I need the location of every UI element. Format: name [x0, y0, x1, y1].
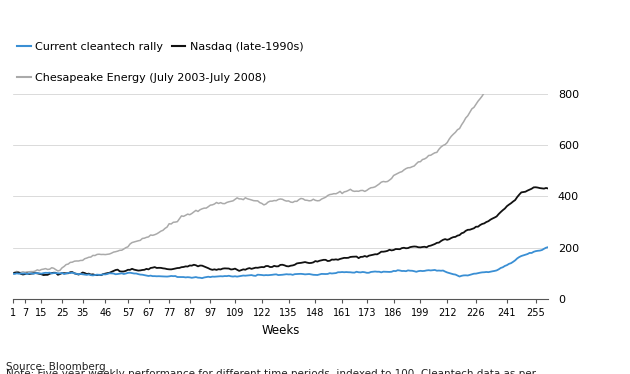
Legend: Chesapeake Energy (July 2003-July 2008): Chesapeake Energy (July 2003-July 2008) — [13, 68, 271, 87]
Text: Source: Bloomberg: Source: Bloomberg — [6, 362, 106, 372]
X-axis label: Weeks: Weeks — [261, 324, 299, 337]
Text: Note: Five-year weekly performance for different time periods, indexed to 100. C: Note: Five-year weekly performance for d… — [6, 370, 536, 374]
